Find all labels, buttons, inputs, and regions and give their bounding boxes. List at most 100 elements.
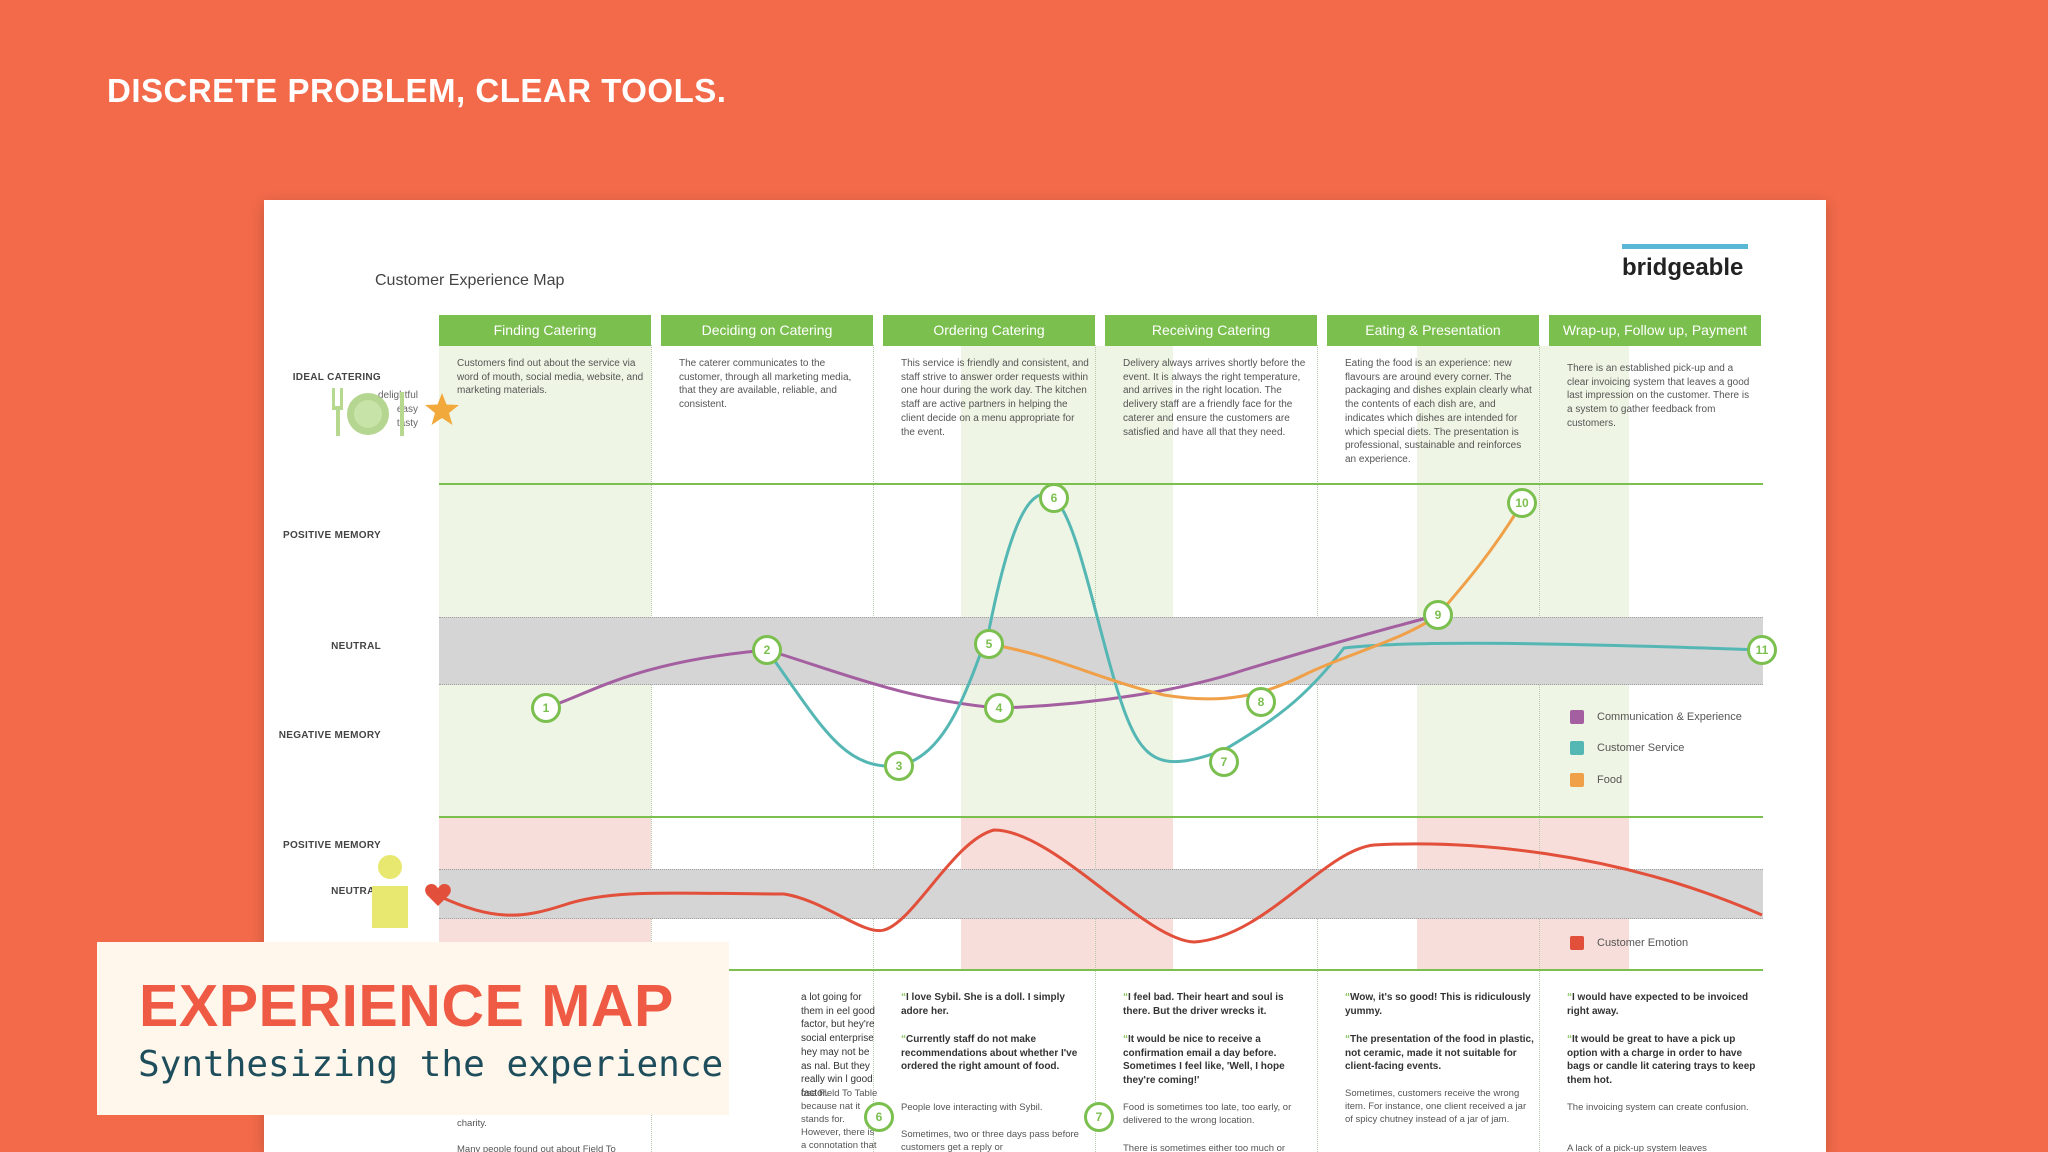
legend-swatch (1570, 936, 1584, 950)
quote-mark: “ (1345, 992, 1350, 1003)
stage-column-bg (1417, 346, 1629, 826)
stage-column-bg (961, 346, 1173, 826)
note-ordering-c: People love interacting with Sybil. (901, 1102, 1043, 1113)
quote-wrap-b: “It would be great to have a pick up opt… (1567, 1033, 1757, 1088)
quote-eating-a: “Wow, it's so good! This is ridiculously… (1345, 991, 1535, 1018)
touchpoint-11: 11 (1747, 635, 1777, 665)
food-curve (988, 502, 1524, 701)
row-label-neutral-emotion: NEUTRAL (331, 886, 381, 897)
section-rule (439, 483, 1763, 485)
touchpoint-9: 9 (1423, 600, 1453, 630)
overlay-title: EXPERIENCE MAP (139, 973, 674, 1039)
stage-desc-finding: Customers find out about the service via… (457, 358, 644, 397)
note-finding-a: charity. (457, 1118, 487, 1129)
column-separator (1095, 345, 1096, 1152)
stage-header-finding: Finding Catering (439, 315, 651, 346)
section-rule (439, 969, 1763, 971)
row-label-positive: POSITIVE MEMORY (282, 530, 381, 541)
experience-map-document: Customer Experience Map bridgeable Findi… (264, 200, 1826, 1152)
touchpoint-7-bottom: 7 (1084, 1102, 1114, 1132)
logo-accent-bar (1622, 244, 1748, 249)
quote-ordering-a: “I love Sybil. She is a doll. I simply a… (901, 991, 1091, 1018)
row-label-negative: NEGATIVE MEMORY (278, 730, 381, 741)
quote-text: Wow, it's so good! This is ridiculously … (1345, 992, 1531, 1017)
stage-desc-eating: Eating the food is an experience: new fl… (1345, 358, 1532, 465)
customer-service-curve (765, 492, 1763, 768)
row-label-positive-emotion: POSITIVE MEMORY (282, 840, 381, 851)
note-wrap-c: The invoicing system can create confusio… (1567, 1102, 1749, 1113)
touchpoint-1: 1 (531, 693, 561, 723)
overlay-subtitle: Synthesizing the experience (138, 1044, 724, 1085)
quote-mark: “ (901, 1034, 906, 1045)
quote-text: Currently staff do not make recommendati… (901, 1034, 1078, 1073)
quote-mark: “ (1567, 1034, 1572, 1045)
plate-cutlery-icon (332, 388, 404, 436)
person-icon (372, 855, 408, 928)
quote-ordering-b: “Currently staff do not make recommendat… (901, 1033, 1091, 1074)
stage-header-ordering: Ordering Catering (883, 315, 1095, 346)
title-overlay-card: EXPERIENCE MAP Synthesizing the experien… (97, 942, 729, 1115)
touchpoint-4: 4 (984, 693, 1014, 723)
stage-desc-ordering: This service is friendly and consistent,… (901, 358, 1089, 438)
touchpoint-7: 7 (1209, 747, 1239, 777)
touchpoint-10: 10 (1507, 488, 1537, 518)
quote-wrap-a: “I would have expected to be invoiced ri… (1567, 991, 1757, 1018)
quote-text: The presentation of the food in plastic,… (1345, 1034, 1534, 1073)
note-receiving-c: Food is sometimes too late, too early, o… (1123, 1102, 1292, 1126)
stage-desc-wrapup: There is an established pick-up and a cl… (1567, 363, 1750, 429)
column-separator (1539, 345, 1540, 1152)
quote-deciding-a: a lot going for them in eel good factor,… (801, 992, 875, 1099)
quote-mark: “ (1567, 992, 1572, 1003)
quote-mark: “ (1123, 992, 1128, 1003)
quote-receiving-a: “I feel bad. Their heart and soul is the… (1123, 991, 1313, 1018)
heart-icon (425, 884, 451, 906)
touchpoint-6: 6 (1039, 483, 1069, 513)
legend-swatch (1570, 773, 1584, 787)
column-separator (873, 345, 874, 1152)
stage-header-wrapup: Wrap-up, Follow up, Payment (1549, 315, 1761, 346)
touchpoint-6-bottom: 6 (864, 1102, 894, 1132)
quote-text: It would be nice to receive a confirmati… (1123, 1034, 1285, 1087)
stage-desc-receiving: Delivery always arrives shortly before t… (1123, 358, 1306, 438)
neutral-band-journey (439, 617, 1763, 685)
customer-emotion-curve (438, 828, 1763, 944)
quote-text: I feel bad. Their heart and soul is ther… (1123, 992, 1284, 1017)
legend-customer-service: Customer Service (1570, 741, 1684, 755)
quote-receiving-b: “It would be nice to receive a confirmat… (1123, 1033, 1313, 1088)
ideal-word-delightful: delightful (377, 390, 418, 401)
column-separator (1317, 345, 1318, 1152)
stage-header-deciding: Deciding on Catering (661, 315, 873, 346)
touchpoint-2: 2 (752, 635, 782, 665)
note-receiving-d: There is sometimes either too much or (1123, 1143, 1286, 1152)
quote-text: It would be great to have a pick up opti… (1567, 1034, 1756, 1087)
stage-header-receiving: Receiving Catering (1105, 315, 1317, 346)
legend-swatch (1570, 710, 1584, 724)
stage-column-bg (439, 346, 651, 826)
section-rule (439, 816, 1763, 818)
quote-mark: “ (1345, 1034, 1350, 1045)
legend-food: Food (1570, 773, 1622, 787)
column-separator (651, 345, 652, 1152)
touchpoint-5: 5 (974, 629, 1004, 659)
quote-text: I would have expected to be invoiced rig… (1567, 992, 1749, 1017)
quote-mark: “ (1123, 1034, 1128, 1045)
star-icon (425, 393, 459, 425)
quote-eating-b: “The presentation of the food in plastic… (1345, 1033, 1535, 1074)
legend-customer-emotion: Customer Emotion (1570, 936, 1688, 950)
note-wrap-d: A lack of a pick-up system leaves (1567, 1143, 1707, 1152)
row-label-neutral: NEUTRAL (331, 641, 381, 652)
legend-communication: Communication & Experience (1570, 710, 1742, 724)
note-deciding-b: ose Field To Table because nat it stands… (801, 1088, 878, 1151)
legend-label: Customer Service (1597, 742, 1685, 754)
quote-text: I love Sybil. She is a doll. I simply ad… (901, 992, 1065, 1017)
stage-desc-deciding: The caterer communicates to the customer… (679, 358, 852, 411)
note-ordering-d: Sometimes, two or three days pass before… (901, 1129, 1079, 1152)
bridgeable-logo: bridgeable (1622, 244, 1748, 282)
legend-label: Customer Emotion (1597, 937, 1689, 949)
slide-title: DISCRETE PROBLEM, CLEAR TOOLS. (107, 72, 727, 109)
ideal-word-easy: easy (396, 404, 418, 415)
touchpoint-3: 3 (884, 751, 914, 781)
note-finding-b: Many people found out about Field To (457, 1144, 616, 1152)
stage-header-eating: Eating & Presentation (1327, 315, 1539, 346)
ideal-word-tasty: tasty (396, 418, 418, 429)
